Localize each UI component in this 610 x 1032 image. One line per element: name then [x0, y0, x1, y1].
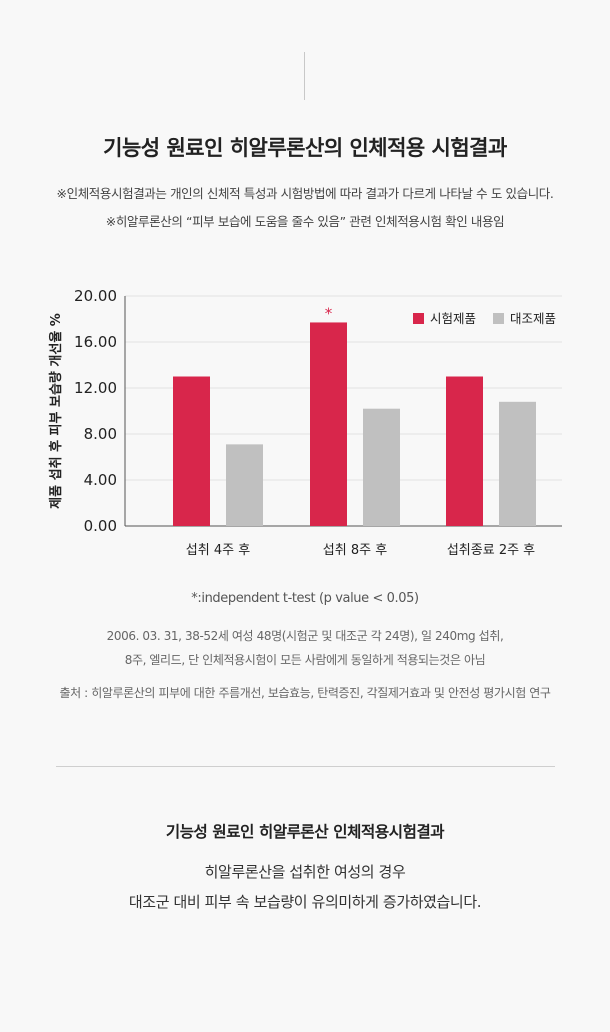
y-tick-label: 16.00 — [74, 333, 117, 351]
legend-swatch — [493, 313, 504, 324]
x-tick-label: 섭취 8주 후 — [323, 543, 387, 558]
bar-test-product — [310, 322, 347, 526]
test-condition-2: 8주, 엘리드, 단 인체적용시험이 모든 사람에게 동일하게 적용되는것은 아… — [124, 653, 486, 667]
y-tick-label: 20.00 — [74, 287, 117, 305]
source-note: 출처 : 히알루론산의 피부에 대한 주름개선, 보습효능, 탄력증진, 각질제… — [59, 686, 551, 700]
y-tick-label: 0.00 — [84, 517, 117, 535]
bar-test-product — [446, 376, 483, 526]
y-axis-label: 제품 섭취 후 피부 보습량 개선율 % — [48, 313, 64, 509]
page-title: 기능성 원료인 히알루론산의 인체적용 시험결과 — [103, 136, 507, 160]
bar-chart-svg: 0.00 4.00 8.00 12.00 16.00 20.00 제품 섭취 후 피부 보습… — [48, 287, 562, 558]
y-tick-label: 12.00 — [74, 379, 117, 397]
x-tick-label: 섭취 4주 후 — [186, 543, 250, 558]
test-condition-1: 2006. 03. 31, 38-52세 여성 48명(시험군 및 대조군 각 … — [106, 629, 504, 643]
x-tick-label: 섭취종료 2주 후 — [447, 543, 535, 558]
summary-line-1: 히알루론산을 섭취한 여성의 경우 — [204, 863, 406, 881]
legend-label: 대조제품 — [510, 311, 556, 326]
y-tick-label: 4.00 — [84, 471, 117, 489]
bar-control-product — [363, 408, 400, 526]
summary-line-2: 대조군 대비 피부 속 보습량이 유의미하게 증가하였습니다. — [128, 893, 482, 911]
bar-test-product — [173, 376, 210, 526]
disclaimer-note-1: ※인체적용시험결과는 개인의 신체적 특성과 시험방법에 따라 결과가 다르게 … — [56, 186, 554, 201]
top-divider-line — [304, 52, 305, 100]
bar-chart: 0.00 4.00 8.00 12.00 16.00 20.00 제품 섭취 후 피부 보습… — [0, 276, 610, 566]
ttest-note: *:independent t-test (p value < 0.05) — [191, 591, 419, 606]
bar-control-product — [226, 444, 263, 526]
bar-control-product — [499, 401, 536, 526]
y-tick-label: 8.00 — [84, 425, 117, 443]
section-divider — [56, 766, 555, 767]
disclaimer-note-2: ※히알루론산의 “피부 보습에 도움을 줄수 있음” 관련 인체적용시험 확인 … — [105, 214, 505, 229]
significance-asterisk: * — [325, 304, 333, 322]
legend-swatch — [413, 313, 424, 324]
legend-label: 시험제품 — [430, 311, 476, 326]
summary-title: 기능성 원료인 히알루론산 인체적용시험결과 — [165, 823, 445, 841]
